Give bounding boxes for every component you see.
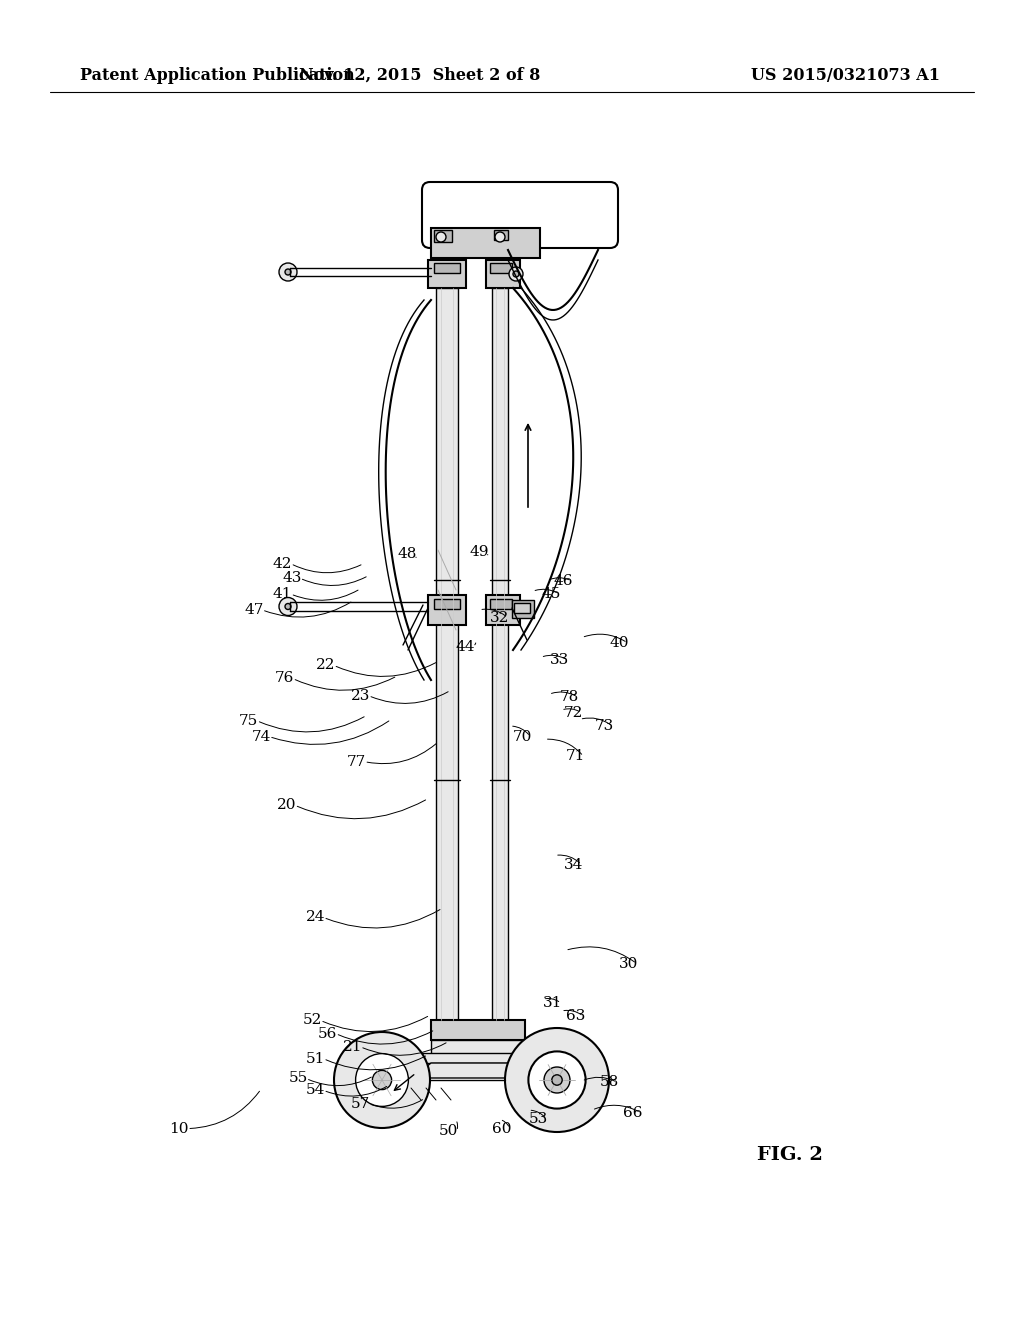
Bar <box>431 1020 525 1040</box>
Text: 73: 73 <box>595 719 613 733</box>
Text: 77: 77 <box>347 755 366 768</box>
Text: 63: 63 <box>566 1010 585 1023</box>
Circle shape <box>285 603 291 610</box>
Text: 60: 60 <box>492 1122 512 1135</box>
Text: 50: 50 <box>439 1125 458 1138</box>
Circle shape <box>544 1067 570 1093</box>
Text: 31: 31 <box>544 997 562 1010</box>
Text: 21: 21 <box>342 1040 362 1053</box>
Circle shape <box>495 232 505 242</box>
Text: Patent Application Publication: Patent Application Publication <box>80 66 354 83</box>
Bar <box>434 263 460 273</box>
Bar <box>428 595 466 624</box>
Bar <box>396 1053 545 1063</box>
Bar <box>428 260 466 288</box>
Circle shape <box>279 263 297 281</box>
Bar <box>486 595 520 624</box>
Text: 30: 30 <box>620 957 638 970</box>
Bar <box>431 228 540 257</box>
Text: 71: 71 <box>566 750 585 763</box>
Text: 66: 66 <box>623 1106 643 1119</box>
Text: 75: 75 <box>240 714 258 727</box>
Text: 48: 48 <box>398 548 417 561</box>
Text: 49: 49 <box>469 545 489 558</box>
Text: 78: 78 <box>560 690 579 704</box>
Text: 24: 24 <box>305 911 326 924</box>
Text: 56: 56 <box>318 1027 337 1040</box>
Text: US 2015/0321073 A1: US 2015/0321073 A1 <box>751 66 940 83</box>
Text: 70: 70 <box>513 730 531 743</box>
Text: 54: 54 <box>306 1084 325 1097</box>
Circle shape <box>285 269 291 275</box>
Circle shape <box>436 232 446 242</box>
Text: FIG. 2: FIG. 2 <box>757 1146 823 1164</box>
Text: 57: 57 <box>351 1097 370 1110</box>
Bar <box>486 260 520 288</box>
Text: 34: 34 <box>564 858 583 871</box>
Text: 33: 33 <box>550 653 568 667</box>
Text: 23: 23 <box>351 689 370 702</box>
Bar <box>490 599 512 609</box>
Bar <box>490 263 512 273</box>
Circle shape <box>355 1053 409 1106</box>
Bar <box>431 1040 525 1059</box>
Text: 47: 47 <box>245 603 263 616</box>
Text: 32: 32 <box>490 611 509 624</box>
Text: 45: 45 <box>542 587 560 601</box>
Text: 44: 44 <box>455 640 475 653</box>
Text: 74: 74 <box>252 730 270 743</box>
Text: 42: 42 <box>272 557 293 570</box>
Text: 43: 43 <box>283 572 301 585</box>
Bar <box>514 603 530 612</box>
Text: Nov. 12, 2015  Sheet 2 of 8: Nov. 12, 2015 Sheet 2 of 8 <box>299 66 541 83</box>
Text: 40: 40 <box>609 636 630 649</box>
Bar <box>494 230 508 240</box>
Bar <box>434 599 460 609</box>
Circle shape <box>505 1028 609 1133</box>
Text: 10: 10 <box>169 1122 189 1135</box>
Circle shape <box>552 1074 562 1085</box>
Circle shape <box>509 267 523 281</box>
Text: 52: 52 <box>303 1014 322 1027</box>
Text: 22: 22 <box>315 659 336 672</box>
Circle shape <box>334 1032 430 1129</box>
Text: 53: 53 <box>529 1113 548 1126</box>
Bar <box>512 601 534 618</box>
Text: 55: 55 <box>289 1072 307 1085</box>
Polygon shape <box>376 1063 518 1123</box>
Circle shape <box>279 598 297 615</box>
FancyBboxPatch shape <box>422 182 618 248</box>
Text: 41: 41 <box>272 587 293 601</box>
Bar <box>492 288 508 1020</box>
Circle shape <box>528 1052 586 1109</box>
Bar <box>436 288 458 1020</box>
Text: 20: 20 <box>276 799 297 812</box>
Text: 58: 58 <box>600 1076 618 1089</box>
Bar <box>434 230 452 242</box>
Circle shape <box>513 271 519 277</box>
Text: 46: 46 <box>553 574 573 587</box>
Text: 51: 51 <box>306 1052 325 1065</box>
Text: 72: 72 <box>564 706 583 719</box>
Text: 76: 76 <box>275 672 294 685</box>
Circle shape <box>373 1071 391 1089</box>
